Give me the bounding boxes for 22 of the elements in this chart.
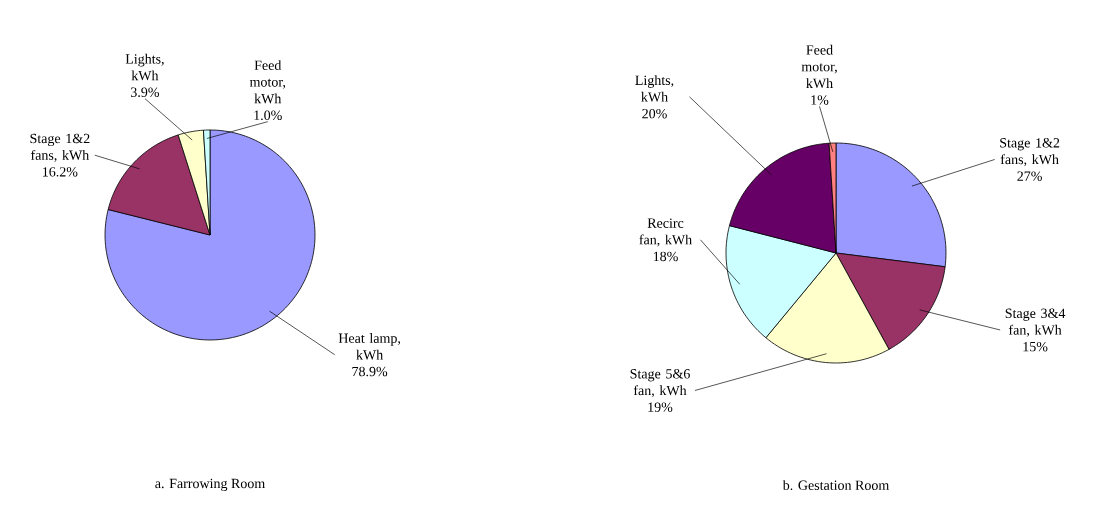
slice-label: Recirc fan, kWh xyxy=(639,218,692,247)
data-label: 18% xyxy=(653,251,678,262)
slice-label: Lights, kWh xyxy=(635,75,674,102)
data-label: 27% xyxy=(1017,171,1042,181)
text: b. Gestation Room xyxy=(782,480,890,491)
slice-label: Feed motor, kWh xyxy=(249,60,286,104)
data-label: 19% xyxy=(648,402,673,412)
slice-label: Feed motor, kWh xyxy=(801,44,837,89)
data-label: 20% xyxy=(642,108,667,119)
data-label: 16.2% xyxy=(43,167,78,177)
slice-label: Stage 1&2 fans, kWh xyxy=(30,133,90,162)
slice-label: Stage 5&6 fan, kWh xyxy=(630,369,690,398)
data-label: 3.9% xyxy=(131,87,159,97)
text: a. Farrowing Room xyxy=(155,478,265,492)
slice-label: Stage 1&2 fans, kWh xyxy=(1000,138,1060,167)
data-label: 1.0% xyxy=(254,110,282,121)
slice-label: Lights, kWh xyxy=(125,53,164,81)
slice-label: Stage 3&4 fan, kWh xyxy=(1005,308,1066,337)
data-label: 78.9% xyxy=(352,366,388,377)
data-label: 15% xyxy=(1023,341,1048,352)
slice-label: Heat lamp, kWh xyxy=(338,333,401,360)
data-label: 1% xyxy=(811,95,829,105)
